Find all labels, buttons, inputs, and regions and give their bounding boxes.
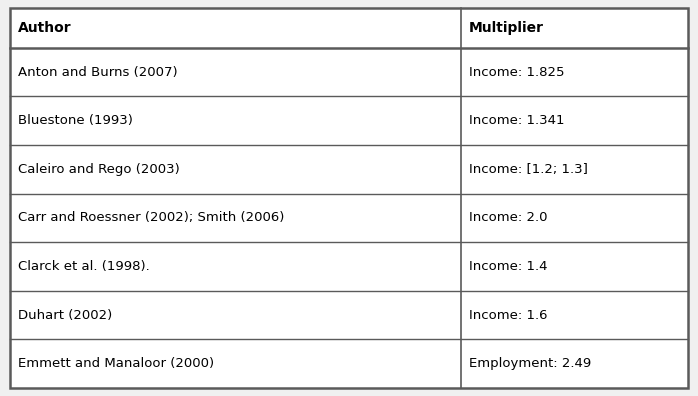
Text: Multiplier: Multiplier (469, 21, 544, 35)
Text: Carr and Roessner (2002); Smith (2006): Carr and Roessner (2002); Smith (2006) (18, 211, 285, 225)
Text: Caleiro and Rego (2003): Caleiro and Rego (2003) (18, 163, 180, 176)
Text: Employment: 2.49: Employment: 2.49 (469, 357, 591, 370)
Text: Income: 2.0: Income: 2.0 (469, 211, 547, 225)
Text: Clarck et al. (1998).: Clarck et al. (1998). (18, 260, 150, 273)
Text: Emmett and Manaloor (2000): Emmett and Manaloor (2000) (18, 357, 214, 370)
Text: Income: [1.2; 1.3]: Income: [1.2; 1.3] (469, 163, 588, 176)
Text: Income: 1.6: Income: 1.6 (469, 308, 547, 322)
Text: Duhart (2002): Duhart (2002) (18, 308, 112, 322)
Text: Bluestone (1993): Bluestone (1993) (18, 114, 133, 127)
Text: Income: 1.4: Income: 1.4 (469, 260, 547, 273)
Text: Author: Author (18, 21, 72, 35)
Text: Income: 1.341: Income: 1.341 (469, 114, 565, 127)
Text: Anton and Burns (2007): Anton and Burns (2007) (18, 66, 178, 79)
Text: Income: 1.825: Income: 1.825 (469, 66, 565, 79)
